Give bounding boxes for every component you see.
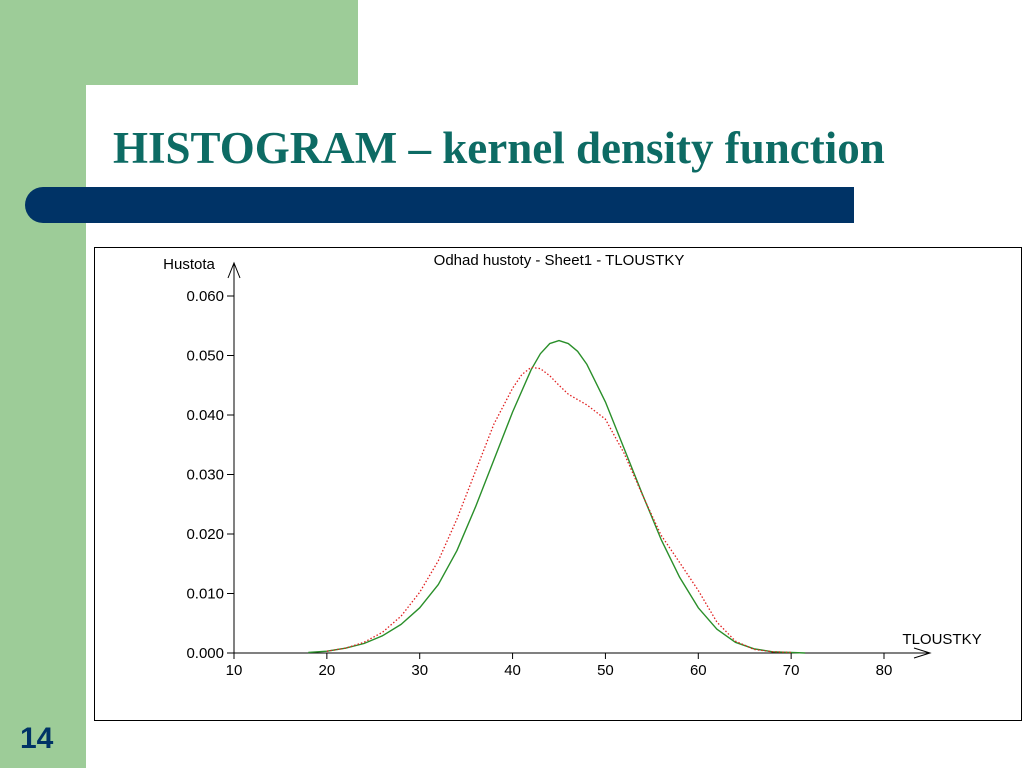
x-tick-label: 20 [319,662,336,679]
density-chart: Odhad hustoty - Sheet1 - TLOUSTKY Hustot… [163,252,981,679]
y-tick-label: 0.020 [186,526,224,543]
chart-series-group [308,339,806,654]
density-series-red [326,366,792,654]
slide-number: 14 [20,722,54,755]
x-tick-label: 80 [876,662,893,679]
left-green-band [0,0,86,768]
x-axis-label: TLOUSTKY [902,631,981,648]
y-axis-arrow-icon [227,261,241,279]
x-tick-label: 50 [597,662,614,679]
y-tick-label: 0.030 [186,467,224,484]
y-tick-label: 0.000 [186,645,224,662]
y-tick-label: 0.040 [186,407,224,424]
x-axis-arrow-icon [913,647,932,659]
chart-frame [94,247,1022,721]
density-series-green [308,339,806,654]
x-tick-label: 10 [226,662,243,679]
title-underline-bar [25,187,854,223]
chart-axes: 10 20 30 40 50 60 70 80 0.000 0.010 0.020 0.030 0.04… [186,261,932,679]
slide-title: HISTOGRAM – kernel density function [113,123,885,173]
x-tick-label: 70 [783,662,800,679]
chart-title: Odhad hustoty - Sheet1 - TLOUSTKY [434,252,685,269]
y-tick-label: 0.050 [186,348,224,365]
top-green-block [86,0,358,85]
y-tick-label: 0.010 [186,586,224,603]
x-tick-label: 60 [690,662,707,679]
y-tick-label: 0.060 [186,288,224,305]
x-tick-label: 30 [411,662,428,679]
y-axis-label: Hustota [163,256,215,273]
x-tick-label: 40 [504,662,521,679]
